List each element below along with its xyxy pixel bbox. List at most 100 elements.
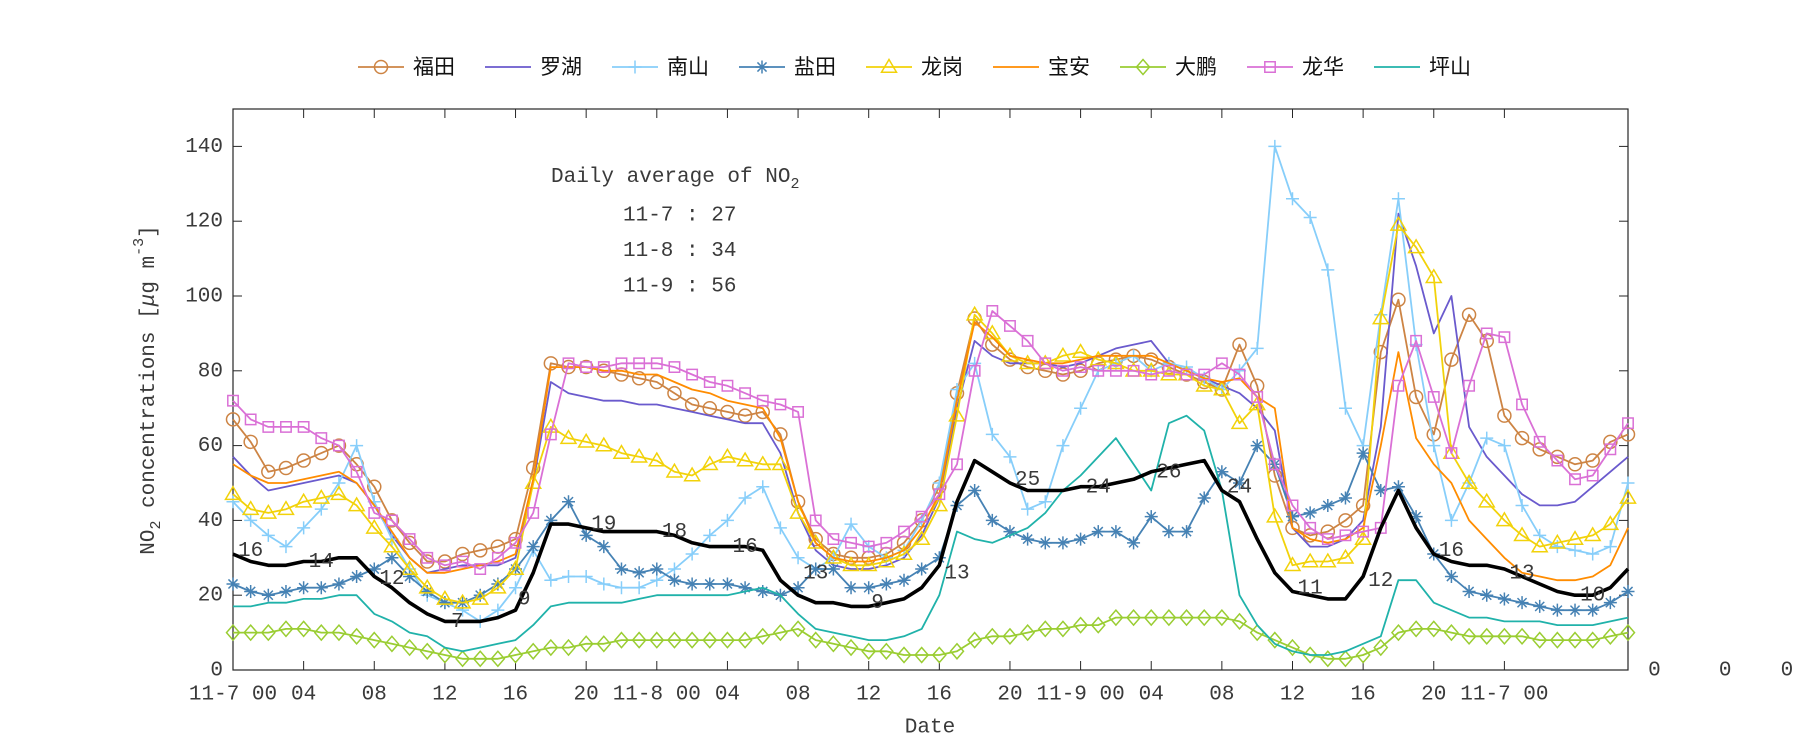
marker (559, 429, 578, 445)
x-tick-label: 16 (927, 684, 952, 707)
marker (579, 528, 593, 542)
marker (506, 560, 525, 575)
marker (402, 535, 417, 551)
marker (400, 560, 419, 575)
x-tick-label: 16 (503, 684, 528, 707)
marker (296, 620, 312, 638)
marker (420, 584, 434, 598)
marker (526, 540, 540, 554)
annotation: 24 (1086, 476, 1111, 499)
marker (1056, 439, 1070, 453)
note-line: 11-7 : 27 (623, 205, 736, 228)
marker (294, 492, 313, 508)
marker (1339, 529, 1352, 542)
marker (368, 506, 381, 519)
marker (491, 551, 504, 564)
marker (1338, 513, 1353, 528)
marker (1303, 506, 1317, 520)
marker (347, 496, 366, 512)
marker (826, 562, 840, 576)
marker (1107, 354, 1125, 370)
marker (1268, 458, 1281, 471)
marker (1516, 398, 1528, 411)
marker (244, 513, 258, 527)
marker (700, 455, 719, 471)
marker (1038, 536, 1052, 550)
marker (1357, 525, 1370, 538)
marker (967, 631, 983, 649)
marker (1264, 61, 1276, 73)
marker (1143, 608, 1159, 627)
marker (1497, 439, 1511, 453)
marker (612, 444, 631, 460)
legend-label: 龙岗 (921, 55, 963, 79)
marker (350, 570, 364, 583)
marker (455, 650, 471, 668)
x-tick-label: 20 (1421, 684, 1446, 707)
marker (1161, 608, 1177, 627)
legend-label: 福田 (413, 55, 455, 79)
marker (756, 480, 770, 494)
marker (737, 408, 753, 423)
marker (683, 466, 701, 482)
y-label-part: 2 (148, 521, 165, 530)
marker (1002, 627, 1018, 645)
marker (297, 420, 310, 433)
marker (1566, 530, 1584, 546)
marker (1038, 363, 1053, 379)
marker (1568, 603, 1582, 617)
marker (703, 376, 716, 388)
marker (631, 371, 647, 386)
marker (684, 631, 700, 649)
marker (1338, 401, 1352, 415)
marker (597, 361, 610, 374)
y-tick-label: 40 (198, 510, 223, 533)
marker (897, 573, 911, 587)
marker (1427, 391, 1440, 403)
marker (455, 546, 470, 562)
y-tick-label: 80 (198, 360, 223, 383)
marker (562, 357, 575, 370)
marker (1569, 473, 1581, 486)
marker (753, 455, 772, 471)
annotation: 10 (1580, 585, 1605, 608)
marker (844, 581, 858, 595)
marker (771, 455, 790, 471)
marker (738, 491, 752, 505)
marker (1108, 608, 1124, 627)
annotation: 19 (591, 514, 616, 537)
marker (667, 562, 681, 576)
x-tick-label: 08 (785, 684, 810, 707)
marker (1480, 431, 1494, 445)
marker (489, 578, 507, 594)
annotation: 16 (238, 540, 263, 563)
marker (685, 547, 699, 561)
series-line (232, 212, 1629, 574)
marker (1568, 543, 1582, 557)
marker (471, 589, 490, 605)
marker (244, 413, 257, 426)
series-line (233, 616, 1629, 660)
marker (1091, 525, 1105, 539)
marker (543, 638, 559, 657)
marker (1215, 357, 1228, 370)
legend-label: 坪山 (1429, 55, 1471, 79)
marker (226, 577, 240, 591)
marker (1004, 319, 1016, 332)
marker (1620, 623, 1636, 642)
marker (243, 434, 258, 450)
annotation: 13 (803, 562, 828, 585)
marker (1109, 525, 1123, 539)
x-tick-label: 04 (1139, 684, 1164, 707)
marker (1586, 603, 1600, 617)
marker (1055, 367, 1071, 382)
marker (314, 502, 328, 516)
marker (597, 540, 611, 554)
marker (562, 570, 576, 583)
marker (862, 540, 875, 553)
annotation: 12 (379, 568, 404, 591)
marker (1302, 646, 1318, 664)
marker (1480, 327, 1493, 340)
marker (1583, 526, 1602, 542)
marker (1391, 480, 1405, 494)
